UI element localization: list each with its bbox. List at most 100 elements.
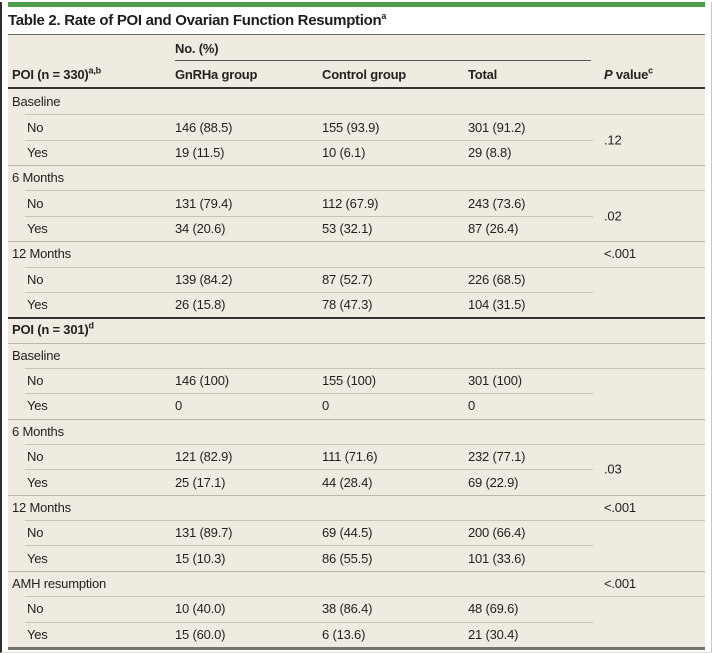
row-rule (25, 139, 593, 141)
column-header-control: Control group (322, 67, 407, 82)
row-label: Yes (27, 474, 48, 490)
column-group-label: No. (%) (175, 41, 219, 56)
row-rule (25, 367, 705, 369)
row-label: Baseline (12, 94, 61, 110)
row-rule (25, 291, 593, 293)
row-label: Yes (27, 144, 48, 160)
row-label: 6 Months (12, 170, 64, 186)
cell-total: 29 (8.8) (468, 144, 512, 160)
cell-total: 87 (26.4) (468, 220, 519, 236)
cell-gnrha: 25 (17.1) (175, 474, 226, 490)
row-label: 12 Months (12, 246, 71, 262)
pvalue-superscript: c (648, 65, 653, 76)
group-header-superscript: d (88, 321, 95, 332)
section-rule (8, 342, 705, 344)
cell-control: 53 (32.1) (322, 220, 373, 236)
cell-total: 226 (68.5) (468, 271, 526, 287)
row-rule (25, 444, 705, 446)
cell-total: 69 (22.9) (468, 474, 519, 490)
section-rule (8, 418, 705, 420)
data-row: No 10 (40.0) 38 (86.4) 48 (69.6) (8, 596, 705, 621)
column-header-total: Total (468, 67, 498, 82)
cell-control: 0 (322, 398, 330, 414)
cell-control: 112 (67.9) (322, 195, 379, 211)
cell-pvalue-spanning: .02 (604, 208, 622, 224)
cell-total: 301 (100) (468, 373, 522, 389)
cell-gnrha: 146 (88.5) (175, 119, 233, 135)
cell-control: 38 (86.4) (322, 601, 373, 617)
data-row: Yes 34 (20.6) 53 (32.1) 87 (26.4) (8, 215, 705, 241)
row-label: 12 Months (12, 499, 71, 515)
row-rule (25, 545, 593, 547)
cell-gnrha: 139 (84.2) (175, 271, 233, 287)
cell-control: 78 (47.3) (322, 297, 373, 313)
column-group-underline (175, 60, 591, 61)
cell-total: 243 (73.6) (468, 195, 526, 211)
group-header-row: POI (n = 301)d (8, 317, 705, 342)
row-label: No (27, 525, 44, 541)
data-row: No 139 (84.2) 87 (52.7) 226 (68.5) (8, 266, 705, 292)
cell-gnrha: 146 (100) (175, 373, 229, 389)
cell-control: 155 (100) (322, 373, 376, 389)
group-divider-rule (8, 317, 705, 320)
data-row: No 131 (79.4) 112 (67.9) 243 (73.6) .02 (8, 190, 705, 223)
row-rule (25, 621, 593, 623)
cell-total: 104 (31.5) (468, 297, 526, 313)
section-rule (8, 570, 705, 572)
row-rule (25, 393, 593, 395)
data-row: No 146 (88.5) 155 (93.9) 301 (91.2) .12 (8, 114, 705, 147)
table-title-row: Table 2. Rate of POI and Ovarian Functio… (8, 7, 705, 35)
column-header-gnrha: GnRHa group (175, 67, 258, 82)
row-label: Yes (27, 626, 48, 642)
cell-gnrha: 26 (15.8) (175, 297, 226, 313)
row-rule (25, 266, 705, 268)
row-label: POI (n = 301)d (8, 321, 175, 338)
data-row: Yes 25 (17.1) 44 (28.4) 69 (22.9) (8, 469, 705, 494)
section-rule (8, 494, 705, 496)
row-rule (25, 469, 593, 471)
row-label: No (27, 601, 44, 617)
cell-pvalue-spanning: .12 (604, 132, 622, 148)
cell-gnrha: 34 (20.6) (175, 220, 226, 236)
data-row: No 131 (89.7) 69 (44.5) 200 (66.4) (8, 520, 705, 545)
row-label: No (27, 195, 44, 211)
data-row: Yes 26 (15.8) 78 (47.3) 104 (31.5) (8, 291, 705, 317)
data-row: Yes 19 (11.5) 10 (6.1) 29 (8.8) (8, 139, 705, 165)
section-row: 12 Months <.001 (8, 241, 705, 266)
section-row: Baseline (8, 342, 705, 368)
group-header-text: POI (n = 301) (12, 322, 89, 338)
row-rule (25, 190, 705, 192)
accent-bar (8, 2, 705, 7)
row-label: No (27, 119, 44, 135)
cell-gnrha: 131 (79.4) (175, 195, 233, 211)
section-rule (8, 165, 705, 167)
row-label: No (27, 449, 44, 465)
cell-control: 87 (52.7) (322, 271, 373, 287)
cell-total: 21 (30.4) (468, 626, 519, 642)
cell-total: 48 (69.6) (468, 601, 519, 617)
cell-control: 6 (13.6) (322, 626, 366, 642)
cell-total: 232 (77.1) (468, 449, 526, 465)
table-header: No. (%) POI (n = 330)a,b GnRHa group Con… (8, 35, 705, 89)
row-label: Baseline (12, 347, 61, 363)
section-row: Baseline (8, 89, 705, 114)
row-label: Yes (27, 398, 48, 414)
cell-gnrha: 19 (11.5) (175, 144, 225, 160)
cell-total: 101 (33.6) (468, 550, 526, 566)
row-rule (25, 114, 705, 116)
row-rule (25, 215, 593, 217)
data-row: Yes 15 (10.3) 86 (55.5) 101 (33.6) (8, 545, 705, 570)
row-label: Yes (27, 220, 48, 236)
cell-control: 86 (55.5) (322, 550, 373, 566)
cell-control: 155 (93.9) (322, 119, 380, 135)
table-title: Table 2. Rate of POI and Ovarian Functio… (8, 12, 386, 30)
data-row: Yes 0 0 0 (8, 393, 705, 418)
column-header-poi-superscript: a,b (88, 65, 102, 76)
pvalue-italic-p: P (604, 67, 613, 82)
row-label: Yes (27, 297, 48, 313)
section-row: 12 Months <.001 (8, 494, 705, 520)
cell-gnrha: 15 (60.0) (175, 626, 226, 642)
cell-pvalue: <.001 (604, 246, 636, 262)
row-label: AMH resumption (12, 576, 107, 591)
